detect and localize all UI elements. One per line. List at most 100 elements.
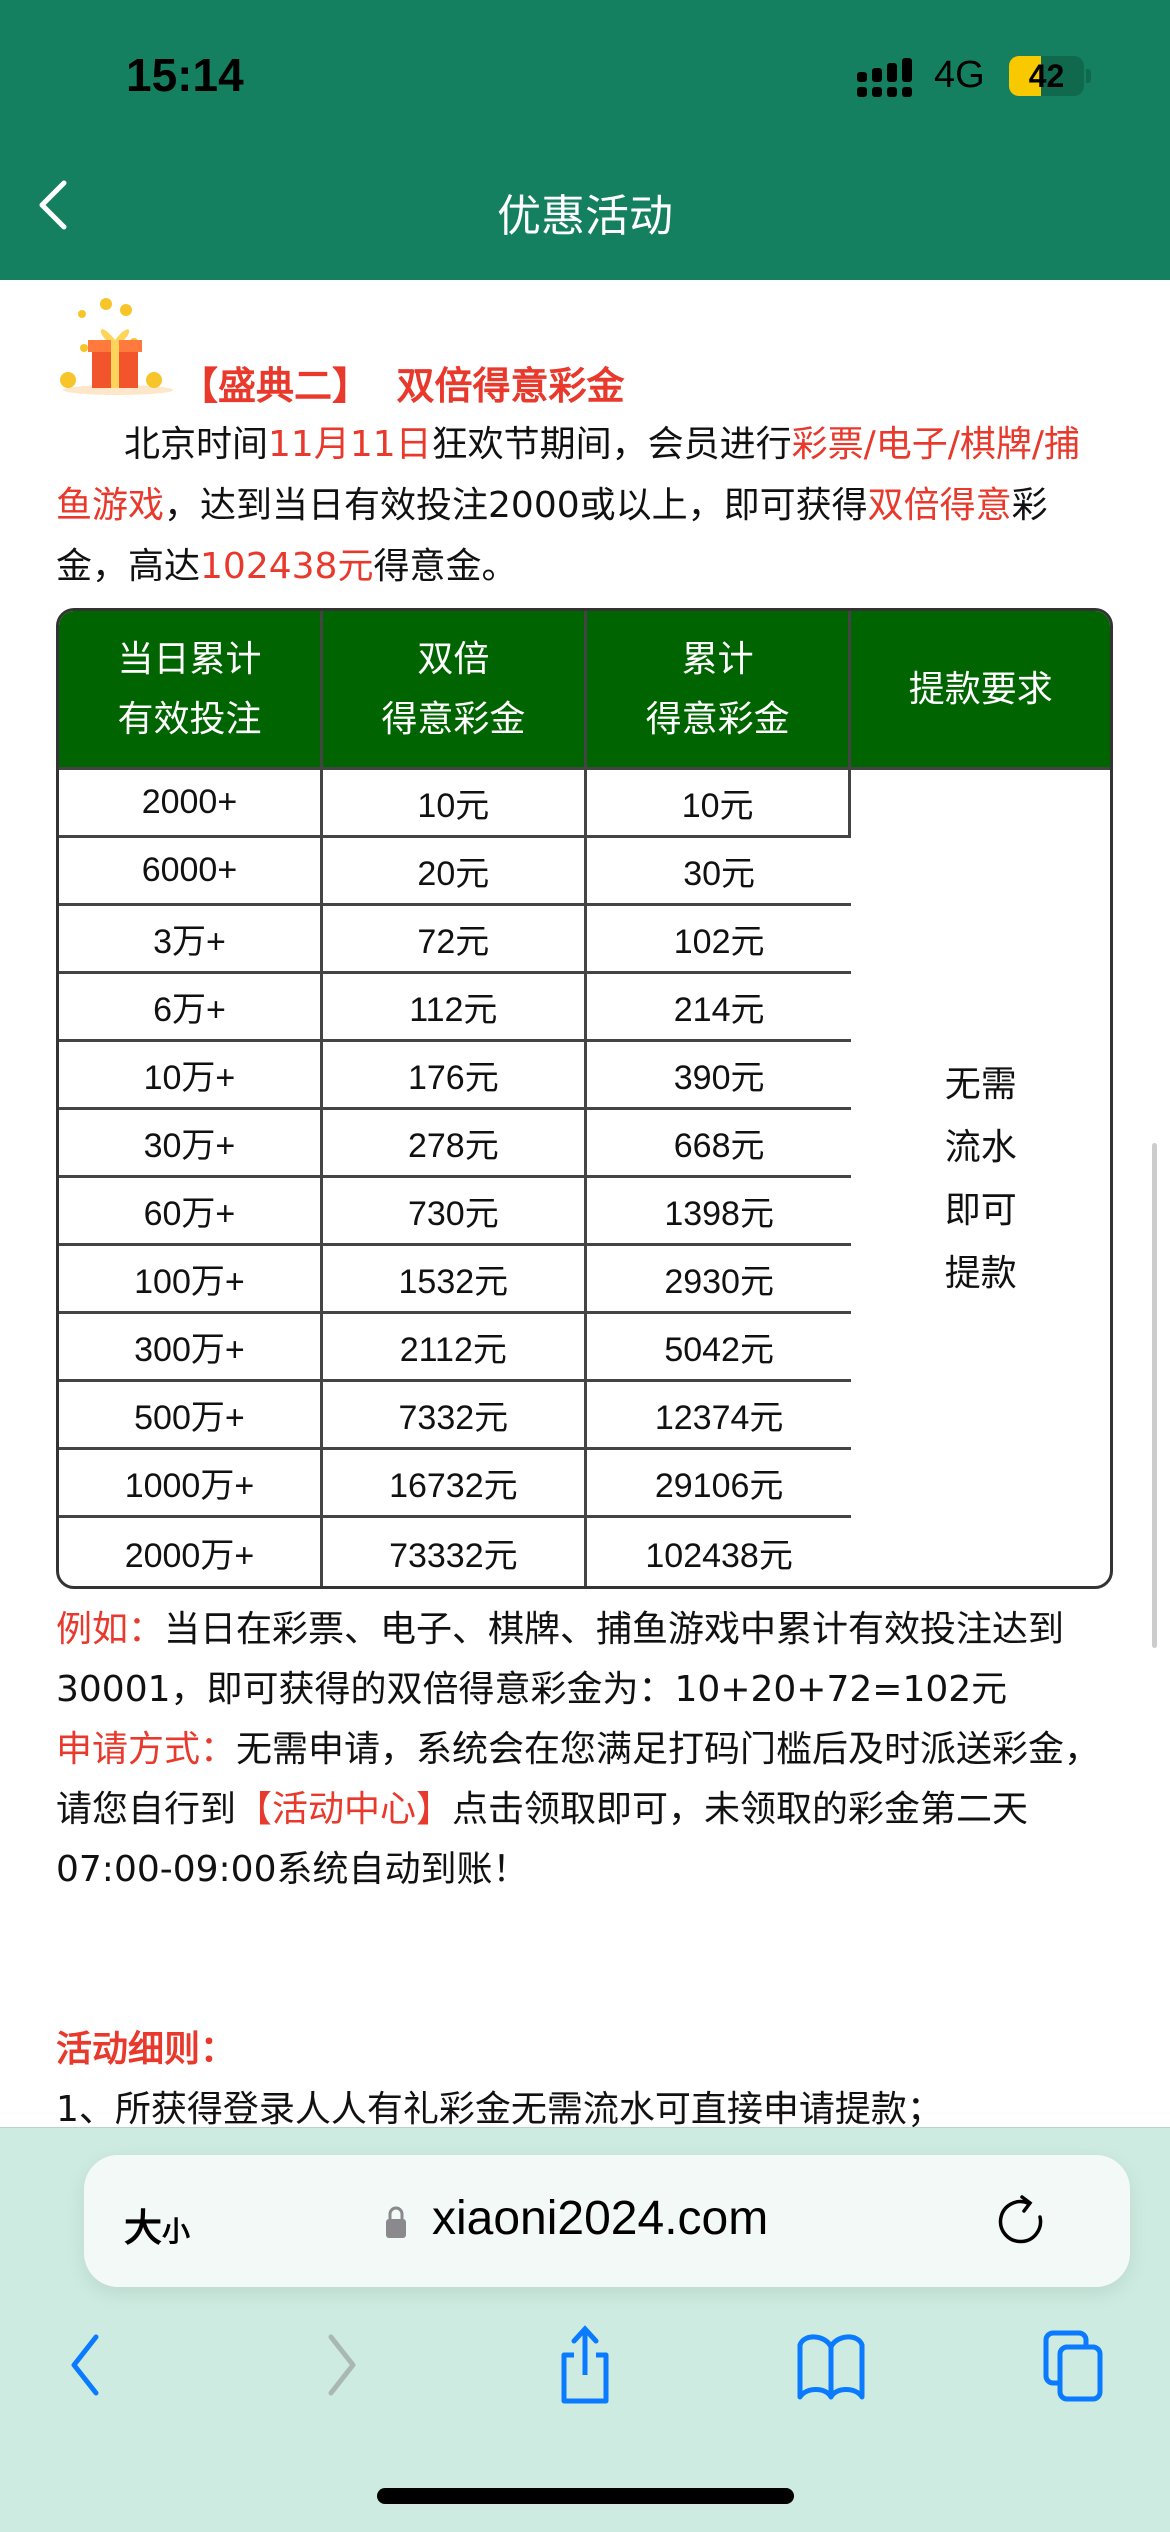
table-cell: 2112元 <box>322 1314 587 1382</box>
table-cell: 20元 <box>322 838 587 906</box>
intro-segment: 双倍得意 <box>867 485 1012 526</box>
back-icon[interactable] <box>52 2325 122 2405</box>
table-row: 300万+ 2112元 5042元 <box>59 1314 1110 1382</box>
table-row: 500万+ 7332元 12374元 <box>59 1382 1110 1450</box>
table-row: 2000+ 10元 10元 无需 流水 即可 提款 <box>59 770 1110 1293</box>
table-row: 6万+ 112元 214元 <box>59 974 1110 1042</box>
table-cell: 7332元 <box>322 1382 587 1450</box>
column-header-line: 得意彩金 <box>381 698 526 739</box>
text-size-big: 大 <box>124 2206 163 2250</box>
column-header-line: 双倍 <box>417 638 490 679</box>
status-time: 15:14 <box>126 49 244 101</box>
table-cell: 1532元 <box>322 1246 587 1314</box>
table-cell: 102438元 <box>645 1536 793 1575</box>
table-cell: 10元 <box>586 770 852 838</box>
column-header: 双倍 得意彩金 <box>322 611 587 770</box>
column-header: 当日累计 有效投注 <box>59 611 323 770</box>
table-cell: 214元 <box>586 974 852 1042</box>
intro-segment: 11月11日 <box>268 424 432 465</box>
column-header-line: 当日累计 <box>117 638 262 679</box>
withdraw-line: 提款 <box>944 1252 1017 1293</box>
battery-level: 42 <box>1028 58 1065 94</box>
gift-icon <box>60 298 173 395</box>
table-row: 3万+ 72元 102元 <box>59 906 1110 974</box>
table-cell: 1000万+ <box>59 1450 323 1518</box>
table-cell: 60万+ <box>59 1178 323 1246</box>
intro-segment: 狂欢节期间，会员进行 <box>431 424 792 465</box>
table-row: 2000万+ 73332元 102438元 <box>59 1518 1110 1586</box>
table-cell: 102元 <box>586 906 852 974</box>
reload-icon[interactable] <box>994 2193 1050 2249</box>
table-cell: 278元 <box>322 1110 587 1178</box>
column-header-line: 得意彩金 <box>645 698 790 739</box>
table-cell: 668元 <box>586 1110 852 1178</box>
app-header: 15:14 4G 42 优惠活动 <box>0 0 1170 280</box>
activity-center-link[interactable]: 【活动中心】 <box>236 1789 453 1830</box>
promo-details: 例如：当日在彩票、电子、棋牌、捕鱼游戏中累计有效投注达到30001，即可获得的双… <box>56 1600 1116 1900</box>
intro-segment: 102438元 <box>200 546 374 587</box>
page-title: 优惠活动 <box>497 191 673 242</box>
network-type: 4G <box>934 54 985 96</box>
intro-segment: ，达到当日有效投注2000或以上，即可获得 <box>164 485 868 526</box>
apply-text: 无需申请，系统会在您满足打码门槛后及时派送彩金，请您自行到 <box>56 1729 1101 1830</box>
table-cell: 5042元 <box>586 1314 852 1382</box>
withdraw-line: 流水 <box>944 1126 1017 1167</box>
chevron-left-icon[interactable] <box>30 175 80 235</box>
intro-segment: 彩金，高达 <box>56 485 1048 587</box>
table-cell: 72元 <box>322 906 587 974</box>
table-cell: 500万+ <box>59 1382 323 1450</box>
text-size-small: 小 <box>162 2215 191 2248</box>
withdraw-line: 无需 <box>944 1063 1017 1104</box>
apply-text-2: 点击领取即可，未领取的彩金第二天07:00-09:00系统自动到账！ <box>56 1789 1029 1890</box>
promo-heading: 【盛典二】 双倍得意彩金 <box>180 355 625 410</box>
table-cell: 1398元 <box>586 1178 852 1246</box>
table-cell: 2000+ <box>59 770 323 838</box>
table-row: 10万+ 176元 390元 <box>59 1042 1110 1110</box>
withdraw-requirement-cell: 无需 流水 即可 提款 <box>851 770 1110 1586</box>
table-cell: 10元 <box>322 770 587 838</box>
example-text: 当日在彩票、电子、棋牌、捕鱼游戏中累计有效投注达到30001，即可获得的双倍得意… <box>56 1609 1065 1710</box>
table-cell: 3万+ <box>59 906 323 974</box>
intro-segment: 彩票/电子/棋牌/捕鱼游戏 <box>56 424 1081 526</box>
example-label: 例如： <box>56 1609 165 1650</box>
column-header-line: 累计 <box>681 638 754 679</box>
share-icon[interactable] <box>550 2325 620 2405</box>
table-cell: 2930元 <box>586 1246 852 1314</box>
table-cell: 100万+ <box>59 1246 323 1314</box>
table-cell: 2000万+ <box>59 1518 323 1586</box>
table-row: 6000+ 20元 30元 <box>59 838 1110 906</box>
table-cell: 390元 <box>586 1042 852 1110</box>
table-cell: 12374元 <box>586 1382 852 1450</box>
lock-icon <box>386 2206 406 2238</box>
column-header-line: 提款要求 <box>908 668 1053 709</box>
tabs-icon[interactable] <box>1040 2325 1110 2405</box>
table-cell: 6000+ <box>59 838 323 906</box>
heading-bracket: 【盛典二】 <box>180 364 371 408</box>
withdraw-line: 即可 <box>944 1189 1017 1230</box>
table-cell: 300万+ <box>59 1314 323 1382</box>
cellular-signal-icon <box>857 58 912 97</box>
example-paragraph: 例如：当日在彩票、电子、棋牌、捕鱼游戏中累计有效投注达到30001，即可获得的双… <box>56 1600 1116 1720</box>
column-header-line: 有效投注 <box>117 698 262 739</box>
table-row: 100万+ 1532元 2930元 <box>59 1246 1110 1314</box>
table-cell: 112元 <box>322 974 587 1042</box>
table-cell: 10万+ <box>59 1042 323 1110</box>
address-bar[interactable]: 大小 xiaoni2024.com <box>84 2155 1130 2287</box>
rules-title: 活动细则： <box>56 2029 237 2070</box>
rules-section: 活动细则： 1、所获得登录人人有礼彩金无需流水可直接申请提款； <box>56 2020 943 2140</box>
forward-icon[interactable] <box>305 2325 375 2405</box>
heading-text: 双倍得意彩金 <box>396 364 625 408</box>
table-row: 60万+ 730元 1398元 <box>59 1178 1110 1246</box>
table-cell: 176元 <box>322 1042 587 1110</box>
url-text[interactable]: xiaoni2024.com <box>432 2192 769 2245</box>
home-indicator[interactable] <box>377 2488 794 2504</box>
text-size-button[interactable]: 大小 <box>124 2197 190 2252</box>
table-row: 1000万+ 16732元 29106元 <box>59 1450 1110 1518</box>
promo-intro: 北京时间11月11日狂欢节期间，会员进行彩票/电子/棋牌/捕鱼游戏，达到当日有效… <box>56 414 1116 597</box>
bookmarks-icon[interactable] <box>796 2325 866 2405</box>
table-cell: 29106元 <box>586 1450 852 1518</box>
bonus-table: 当日累计 有效投注 双倍 得意彩金 累计 得意彩金 提款要求 2000+ 10元 10元 无需 流水… <box>56 608 1113 1589</box>
apply-paragraph: 申请方式：无需申请，系统会在您满足打码门槛后及时派送彩金，请您自行到【活动中心】… <box>56 1720 1116 1900</box>
table-row: 30万+ 278元 668元 <box>59 1110 1110 1178</box>
scrollbar[interactable] <box>1152 1143 1157 1648</box>
